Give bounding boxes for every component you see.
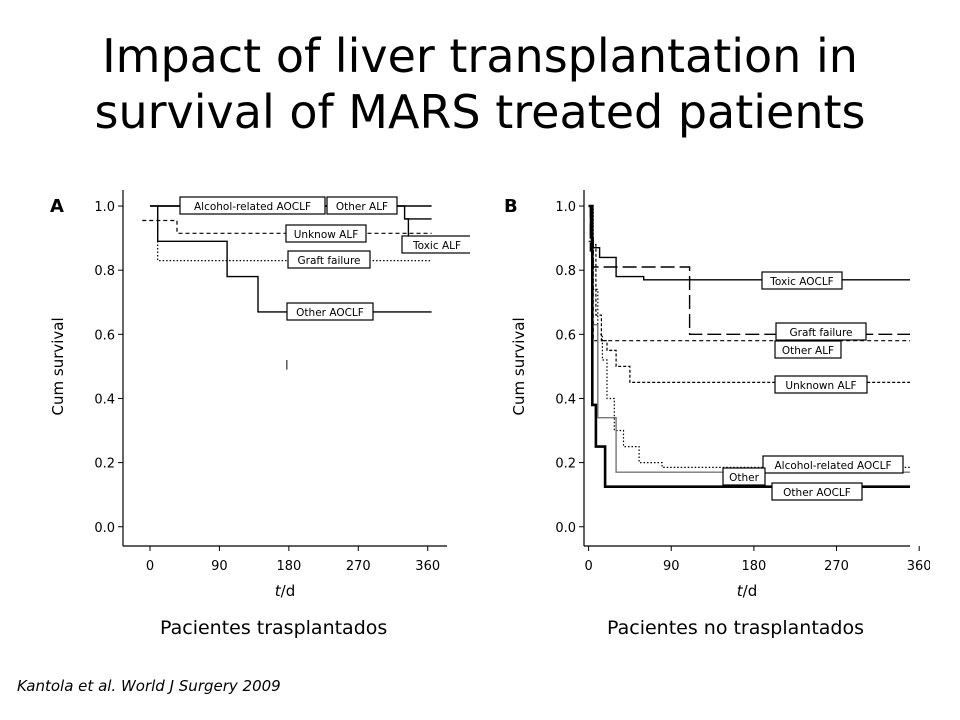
x-tick-label: 270 bbox=[824, 559, 849, 574]
y-tick-label: 0.2 bbox=[555, 457, 576, 472]
y-tick-label: 0.8 bbox=[555, 264, 576, 279]
y-tick-label: 0.6 bbox=[555, 328, 576, 343]
survival-chart-b: B 0.0 0.2 0.4 0.6 0.8 1.0 0 90 180 270 360 t/d Cum su… bbox=[504, 190, 930, 600]
panel-letter: A bbox=[50, 196, 64, 217]
series-toxic-aoclf bbox=[588, 205, 910, 281]
caption-transplanted: Pacientes trasplantados bbox=[160, 617, 388, 639]
series-alcohol-related-aoclf bbox=[588, 205, 910, 468]
label-box-toxic-aoclf bbox=[761, 271, 843, 290]
x-tick-label: 360 bbox=[907, 559, 930, 574]
label-box-alcohol-related-aoclf bbox=[179, 196, 326, 215]
y-tick-label: 0.0 bbox=[94, 521, 115, 536]
label-box-other-aoclf bbox=[771, 482, 863, 501]
slide-title: Impact of liver transplantation in survi… bbox=[0, 28, 960, 140]
label-alcohol-related-aoclf: Alcohol-related AOCLF bbox=[194, 201, 311, 213]
citation: Kantola et al. World J Surgery 2009 bbox=[17, 677, 281, 695]
x-tick-label: 270 bbox=[346, 559, 371, 574]
label-unknown-alf: Unknown ALF bbox=[785, 380, 856, 392]
y-axis-label: Cum survival bbox=[49, 317, 67, 415]
label-unknow-alf: Unknow ALF bbox=[294, 229, 359, 241]
y-axis-label: Cum survival bbox=[510, 317, 528, 415]
plot-area bbox=[588, 204, 910, 488]
caption-not-transplanted: Pacientes no trasplantados bbox=[607, 617, 864, 639]
label-box-unknown-alf bbox=[774, 375, 868, 394]
x-axis-label: t/d bbox=[737, 582, 757, 600]
x-axis-label: t/d bbox=[275, 582, 295, 600]
x-tick-label: 90 bbox=[663, 559, 680, 574]
label-box-other-aoclf bbox=[286, 302, 374, 321]
x-tick-label: 180 bbox=[741, 559, 766, 574]
label-graft-failure: Graft failure bbox=[789, 327, 852, 339]
x-tick-label: 90 bbox=[211, 559, 228, 574]
label-other-alf: Other ALF bbox=[336, 201, 388, 213]
series-graft-failure bbox=[588, 205, 910, 335]
label-box-alcohol-related-aoclf bbox=[762, 455, 904, 474]
label-other-aoclf: Other AOCLF bbox=[783, 487, 851, 499]
x-tick-label: 180 bbox=[276, 559, 301, 574]
label-box-graft-failure bbox=[287, 250, 371, 269]
label-other-alf: Other ALF bbox=[782, 345, 834, 357]
label-toxic-alf: Toxic ALF bbox=[412, 240, 461, 252]
x-tick-label: 0 bbox=[584, 559, 592, 574]
label-box-other bbox=[722, 467, 766, 486]
series-unknown-alf bbox=[588, 205, 910, 383]
label-box-other-alf bbox=[774, 340, 842, 359]
y-tick-label: 1.0 bbox=[555, 200, 576, 215]
series-other-alf bbox=[588, 240, 910, 342]
series-other-aoclf bbox=[157, 206, 432, 313]
label-box-toxic-alf bbox=[401, 235, 470, 254]
y-tick-label: 1.0 bbox=[94, 200, 115, 215]
label-alcohol-related-aoclf: Alcohol-related AOCLF bbox=[774, 460, 891, 472]
series-unknow-alf bbox=[142, 219, 432, 234]
label-other: Other bbox=[729, 472, 759, 484]
y-tick-label: 0.6 bbox=[94, 328, 115, 343]
x-tick-label: 0 bbox=[146, 559, 154, 574]
y-tick-label: 0.8 bbox=[94, 264, 115, 279]
label-graft-failure: Graft failure bbox=[297, 255, 360, 267]
survival-chart-a: A 0.0 0.2 0.4 0.6 0.8 1.0 0 90 180 270 360 t/d Cum su… bbox=[49, 190, 470, 600]
y-tick-label: 0.0 bbox=[555, 521, 576, 536]
series-other-aoclf bbox=[588, 204, 910, 488]
label-other-aoclf: Other AOCLF bbox=[296, 307, 364, 319]
y-tick-label: 0.4 bbox=[555, 392, 576, 407]
label-toxic-aoclf: Toxic AOCLF bbox=[769, 276, 833, 288]
title-line-1: Impact of liver transplantation in bbox=[102, 29, 858, 83]
label-box-graft-failure bbox=[775, 322, 867, 341]
y-tick-label: 0.4 bbox=[94, 392, 115, 407]
panel-letter: B bbox=[504, 196, 518, 217]
x-tick-label: 360 bbox=[415, 559, 440, 574]
label-box-unknow-alf bbox=[285, 224, 367, 243]
y-tick-label: 0.2 bbox=[94, 457, 115, 472]
title-line-2: survival of MARS treated patients bbox=[94, 85, 866, 139]
label-box-other-alf bbox=[326, 196, 398, 215]
